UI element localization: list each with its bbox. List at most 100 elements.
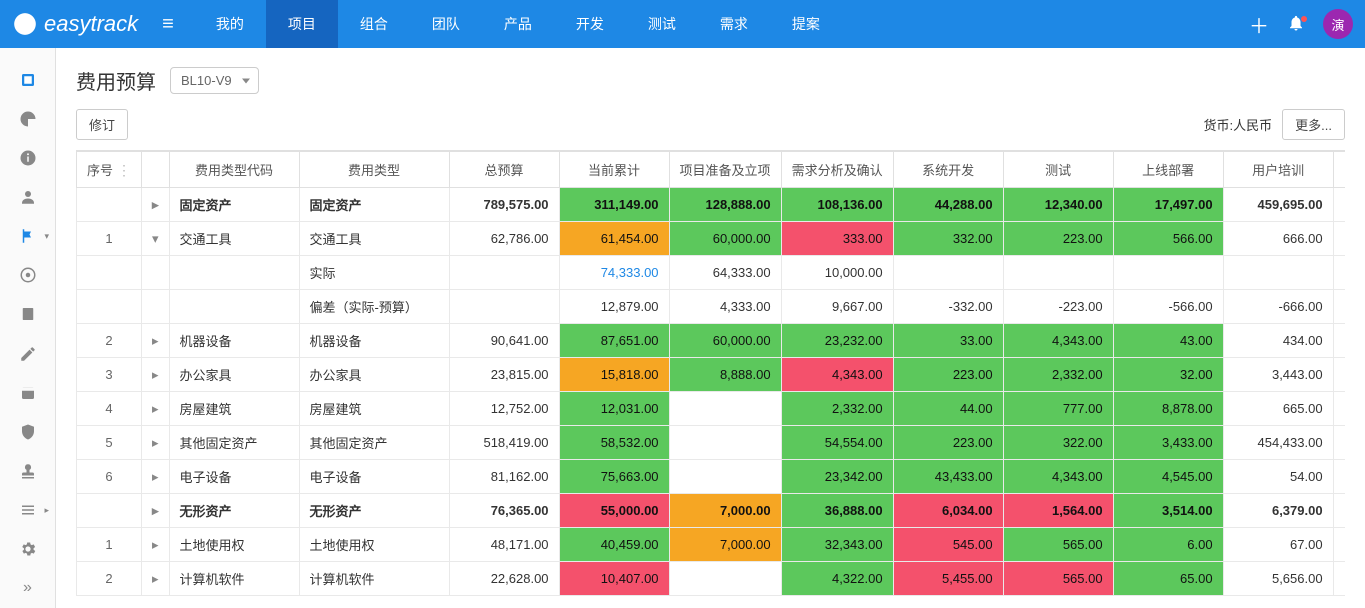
cell-value: 12,752.00 <box>449 392 559 426</box>
nav-tab-0[interactable]: 我的 <box>194 0 266 48</box>
cell-value <box>1333 460 1345 494</box>
nav-tab-6[interactable]: 测试 <box>626 0 698 48</box>
cell-code: 土地使用权 <box>169 528 299 562</box>
version-select[interactable]: BL10-V9 <box>170 67 259 94</box>
expand-toggle[interactable]: ▸ <box>142 562 170 596</box>
cell-value: 4,343.00 <box>1003 460 1113 494</box>
table-row[interactable]: 2▸机器设备机器设备90,641.0087,651.0060,000.0023,… <box>77 324 1346 358</box>
cell-value: 223.00 <box>893 426 1003 460</box>
expand-toggle[interactable]: ▸ <box>142 392 170 426</box>
sidebar-item-target[interactable] <box>0 256 55 295</box>
version-value: BL10-V9 <box>181 73 232 88</box>
cell-value: 4,545.00 <box>1113 460 1223 494</box>
expand-toggle[interactable]: ▸ <box>142 324 170 358</box>
cell-value: 565.00 <box>1003 562 1113 596</box>
col-header-7[interactable]: 系统开发 <box>893 152 1003 188</box>
expand-toggle[interactable]: ▸ <box>142 528 170 562</box>
col-header-9[interactable]: 上线部署 <box>1113 152 1223 188</box>
cell-value: -223.00 <box>1003 290 1113 324</box>
more-button[interactable]: 更多... <box>1282 109 1345 140</box>
add-icon[interactable]: ＋ <box>1249 10 1269 39</box>
sidebar-item-info[interactable] <box>0 138 55 177</box>
hamburger-icon[interactable]: ≡ <box>162 13 174 36</box>
table-row[interactable]: 4▸房屋建筑房屋建筑12,752.0012,031.002,332.0044.0… <box>77 392 1346 426</box>
nav-tab-1[interactable]: 项目 <box>266 0 338 48</box>
cell-type: 土地使用权 <box>299 528 449 562</box>
col-header-index[interactable]: 序号⋮ <box>77 152 142 188</box>
table-row[interactable]: 3▸办公家具办公家具23,815.0015,818.008,888.004,34… <box>77 358 1346 392</box>
nav-tab-5[interactable]: 开发 <box>554 0 626 48</box>
sidebar-item-edit[interactable] <box>0 334 55 373</box>
cell-value: 40,459.00 <box>559 528 669 562</box>
nav-tab-4[interactable]: 产品 <box>482 0 554 48</box>
revise-button[interactable]: 修订 <box>76 109 128 140</box>
cell-value: 4,333.00 <box>669 290 781 324</box>
cell-value: 3,443.00 <box>1223 358 1333 392</box>
sidebar-item-list[interactable]: ▸ <box>0 491 55 530</box>
nav-tab-2[interactable]: 组合 <box>338 0 410 48</box>
table-row[interactable]: 实际74,333.0064,333.0010,000.00 <box>77 256 1346 290</box>
table-row[interactable]: ▸固定资产固定资产789,575.00311,149.00128,888.001… <box>77 188 1346 222</box>
cell-value: 75,663.00 <box>559 460 669 494</box>
nav-tab-8[interactable]: 提案 <box>770 0 842 48</box>
cell-value: 777.00 <box>1003 392 1113 426</box>
logo[interactable]: easytrack <box>12 11 138 37</box>
cell-index: 4 <box>77 392 142 426</box>
expand-toggle[interactable]: ▾ <box>142 222 170 256</box>
avatar[interactable]: 演 <box>1323 9 1353 39</box>
col-header-3[interactable]: 总预算 <box>449 152 559 188</box>
table-row[interactable]: 6▸电子设备电子设备81,162.0075,663.0023,342.0043,… <box>77 460 1346 494</box>
grid-wrap[interactable]: 序号⋮ 费用类型代码费用类型总预算当前累计项目准备及立项需求分析及确认系统开发测试… <box>76 150 1345 596</box>
col-header-11[interactable]: 投产 <box>1333 152 1345 188</box>
cell-value <box>1223 256 1333 290</box>
table-row[interactable]: 5▸其他固定资产其他固定资产518,419.0058,532.0054,554.… <box>77 426 1346 460</box>
col-header-type[interactable]: 费用类型 <box>299 152 449 188</box>
cell-value: 87,651.00 <box>559 324 669 358</box>
table-row[interactable]: 偏差（实际-预算）12,879.004,333.009,667.00-332.0… <box>77 290 1346 324</box>
cell-value: 9,667.00 <box>781 290 893 324</box>
sidebar-item-book[interactable] <box>0 295 55 334</box>
expand-toggle[interactable]: ▸ <box>142 188 170 222</box>
nav-tab-7[interactable]: 需求 <box>698 0 770 48</box>
chevron-right-icon: ▸ <box>44 505 49 516</box>
cell-code: 无形资产 <box>169 494 299 528</box>
table-row[interactable]: 2▸计算机软件计算机软件22,628.0010,407.004,322.005,… <box>77 562 1346 596</box>
sidebar-item-calendar[interactable] <box>0 373 55 412</box>
sidebar-item-flag[interactable]: ▾ <box>0 217 55 256</box>
cell-value <box>1333 222 1345 256</box>
col-header-5[interactable]: 项目准备及立项 <box>669 152 781 188</box>
sidebar-item-collapse[interactable]: » <box>0 569 55 608</box>
notification-dot <box>1301 16 1307 22</box>
table-row[interactable]: 1▸土地使用权土地使用权48,171.0040,459.007,000.0032… <box>77 528 1346 562</box>
sidebar-item-stamp[interactable] <box>0 451 55 490</box>
cell-type: 偏差（实际-预算） <box>299 290 449 324</box>
cell-value: 223.00 <box>1003 222 1113 256</box>
col-header-8[interactable]: 测试 <box>1003 152 1113 188</box>
expand-toggle[interactable]: ▸ <box>142 460 170 494</box>
expand-toggle[interactable]: ▸ <box>142 494 170 528</box>
table-row[interactable]: ▸无形资产无形资产76,365.0055,000.007,000.0036,88… <box>77 494 1346 528</box>
cell-value: 566.00 <box>1113 222 1223 256</box>
expand-toggle[interactable]: ▸ <box>142 426 170 460</box>
cell-value: 61,454.00 <box>559 222 669 256</box>
sidebar-item-chart[interactable] <box>0 99 55 138</box>
expand-toggle[interactable]: ▸ <box>142 358 170 392</box>
col-header-4[interactable]: 当前累计 <box>559 152 669 188</box>
cell-value: 3,514.00 <box>1113 494 1223 528</box>
notifications-button[interactable] <box>1287 14 1305 35</box>
sidebar-item-board[interactable] <box>0 60 55 99</box>
cell-value: 15,818.00 <box>559 358 669 392</box>
cell-link[interactable]: 74,333.00 <box>601 265 659 280</box>
cell-value: 74,333.00 <box>559 256 669 290</box>
sidebar-item-user[interactable] <box>0 177 55 216</box>
sidebar-item-settings[interactable] <box>0 530 55 569</box>
cell-value <box>669 460 781 494</box>
table-row[interactable]: 1▾交通工具交通工具62,786.0061,454.0060,000.00333… <box>77 222 1346 256</box>
col-header-6[interactable]: 需求分析及确认 <box>781 152 893 188</box>
sidebar-item-shield[interactable] <box>0 412 55 451</box>
cell-value: 12,031.00 <box>559 392 669 426</box>
col-header-10[interactable]: 用户培训 <box>1223 152 1333 188</box>
col-header-code[interactable]: 费用类型代码 <box>169 152 299 188</box>
cell-value <box>1113 256 1223 290</box>
nav-tab-3[interactable]: 团队 <box>410 0 482 48</box>
